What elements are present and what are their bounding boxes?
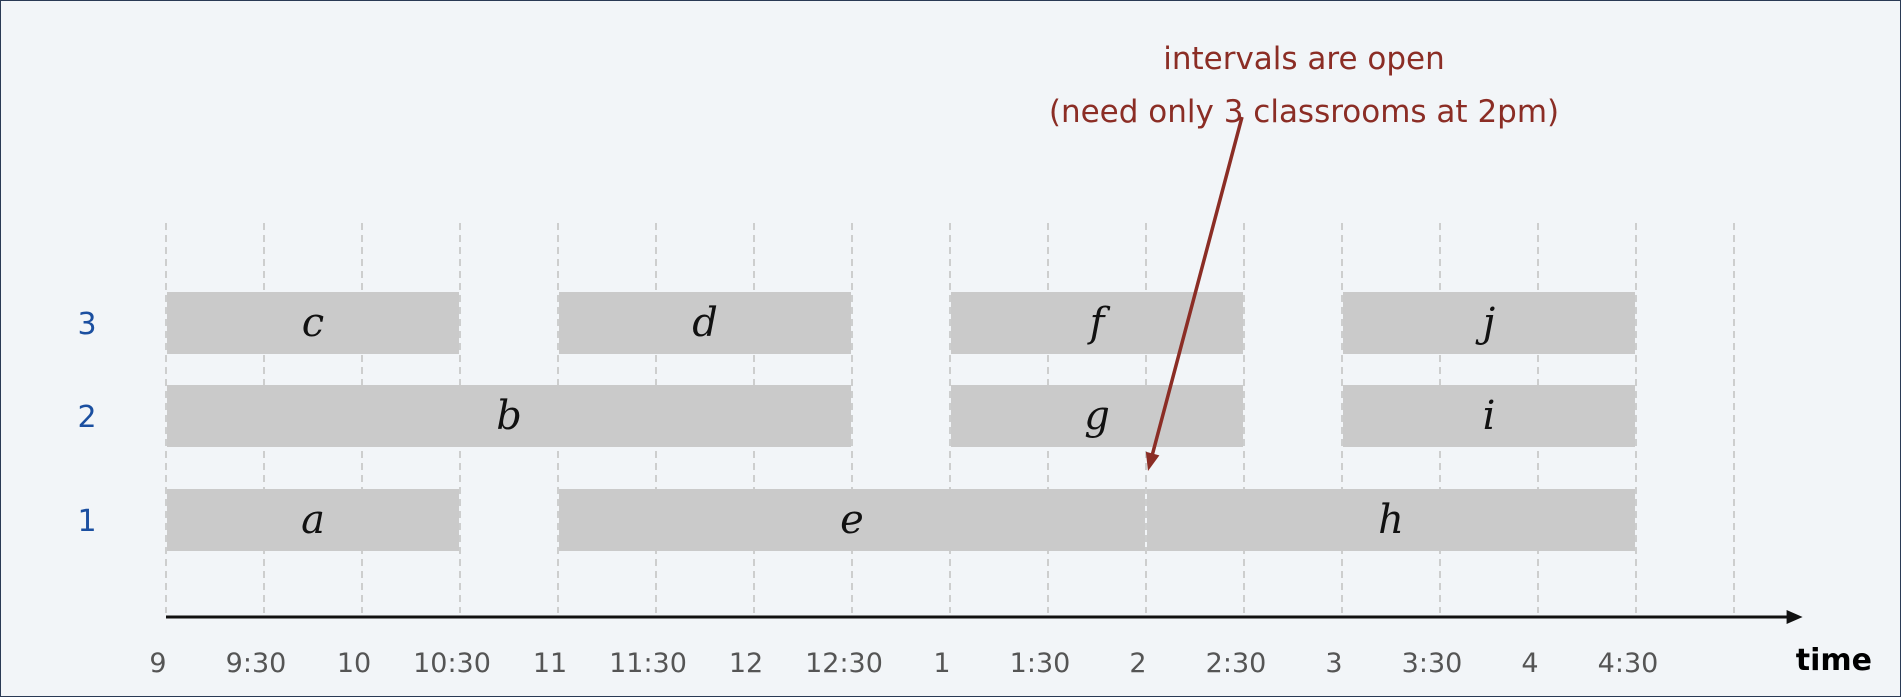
time-tick-label: 9 <box>149 648 166 679</box>
annotation-line-1: intervals are open <box>1163 41 1445 77</box>
annotation-arrowhead <box>1145 451 1160 471</box>
annotation-line-2: (need only 3 classrooms at 2pm) <box>1049 94 1559 130</box>
time-axis: time <box>166 610 1872 678</box>
interval-label-g: g <box>1084 393 1110 439</box>
interval-label-d: d <box>692 300 718 346</box>
interval-bar-a <box>167 489 459 551</box>
time-tick-label: 11:30 <box>609 648 687 679</box>
time-tick-label: 10 <box>337 648 371 679</box>
interval-bar-i <box>1343 385 1635 447</box>
classroom-labels: 1 2 3 <box>77 307 96 539</box>
interval-label-i: i <box>1483 393 1496 439</box>
classroom-label-2: 2 <box>77 400 96 435</box>
interval-label-h: h <box>1378 497 1404 543</box>
time-tick-label: 12:30 <box>805 648 883 679</box>
interval-bar-g <box>951 385 1243 447</box>
time-tick-label: 1:30 <box>1010 648 1071 679</box>
interval-bar-b <box>167 385 851 447</box>
time-axis-name: time <box>1796 643 1872 678</box>
interval-bar-c <box>167 292 459 354</box>
interval-label-b: b <box>496 393 522 439</box>
time-tick-label: 4:30 <box>1598 648 1659 679</box>
time-tick-label: 4 <box>1521 648 1538 679</box>
time-tick-label: 12 <box>729 648 763 679</box>
interval-label-a: a <box>301 497 325 543</box>
classroom-label-1: 1 <box>77 504 96 539</box>
interval-bar-e <box>559 489 1145 551</box>
time-tick-labels: 9 9:30 10 10:30 11 11:30 12 12:30 1 1:30 2 2:30 3 3:3… <box>149 648 1658 679</box>
interval-label-e: e <box>840 497 864 543</box>
annotation-arrow <box>1149 116 1244 458</box>
time-tick-label: 3:30 <box>1402 648 1463 679</box>
interval-bars: c d f jb g ia e h <box>167 292 1635 551</box>
time-tick-label: 3 <box>1325 648 1342 679</box>
interval-bar-j <box>1343 292 1635 354</box>
interval-bar-h <box>1147 489 1635 551</box>
time-tick-label: 2:30 <box>1206 648 1267 679</box>
interval-label-c: c <box>302 300 324 346</box>
interval-bar-d <box>559 292 851 354</box>
time-tick-label: 9:30 <box>226 648 287 679</box>
time-tick-label: 1 <box>933 648 950 679</box>
time-tick-label: 11 <box>533 648 567 679</box>
time-tick-label: 2 <box>1129 648 1146 679</box>
time-tick-label: 10:30 <box>413 648 491 679</box>
time-axis-arrowhead <box>1786 610 1803 624</box>
classroom-label-3: 3 <box>77 307 96 342</box>
annotation: intervals are open (need only 3 classroo… <box>1049 41 1559 471</box>
